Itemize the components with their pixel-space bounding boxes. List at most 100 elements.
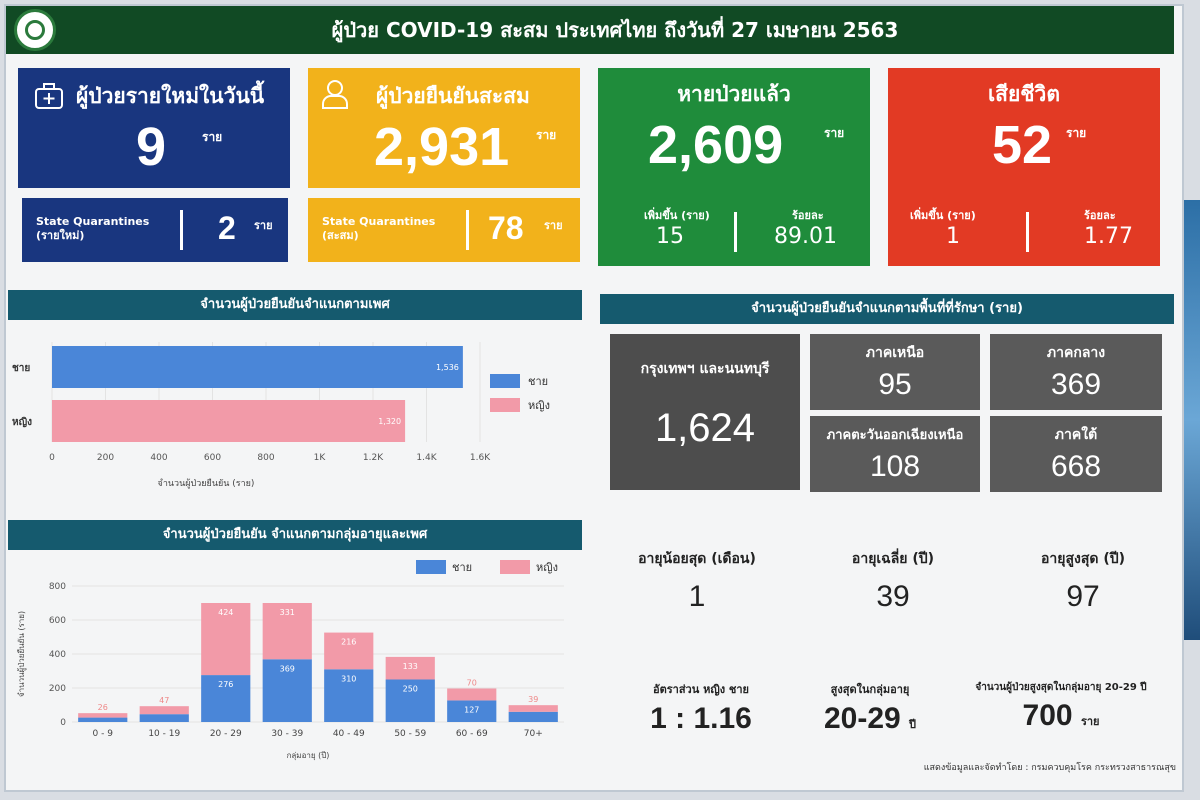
gender-bar-chart: 0 200 400 600 800 1K 1.2K 1.4K 1.6K ชาย 1,536 หญิง 1… (12, 342, 550, 489)
x-tick-label: 600 (204, 453, 221, 463)
top-group-stat: สูงสุดในกลุ่มอายุ 20-29 ปี (800, 680, 940, 736)
region-bangkok-label: กรุงเทพฯ และนนทบุรี (640, 361, 770, 377)
bar-segment (139, 706, 189, 715)
new-cases-value: 9 (136, 117, 167, 177)
recovered-label: หายป่วยแล้ว (677, 82, 791, 106)
legend-label: ชาย (528, 375, 548, 388)
deaths-pct-value: 1.77 (1084, 224, 1133, 249)
x-tick-label: 800 (257, 453, 274, 463)
recovered-pct-label: ร้อยละ (792, 209, 824, 222)
deaths-value: 52 (992, 115, 1053, 175)
bar-segment (385, 679, 435, 722)
bar-segment (508, 705, 558, 712)
confirmed-value: 2,931 (374, 117, 510, 177)
top-group-value: 20-29 (823, 702, 901, 735)
y-tick-label: 0 (60, 718, 66, 728)
category-label: หญิง (12, 416, 32, 428)
region-south-value: 668 (1050, 450, 1102, 483)
bar-segment (447, 688, 497, 701)
region-bangkok-value: 1,624 (654, 406, 756, 450)
region-central-value: 369 (1050, 368, 1102, 401)
confirmed-label: ผู้ป่วยยืนยันสะสม (376, 84, 530, 108)
deaths-label: เสียชีวิต (988, 82, 1060, 106)
top-count-value: 700 (1022, 699, 1073, 732)
bar-segment (385, 656, 435, 680)
bar-value-label: 70 (467, 679, 477, 688)
bar-value-label: 47 (159, 696, 169, 705)
region-north-label: ภาคเหนือ (865, 345, 925, 361)
ratio-label: อัตราส่วน หญิง ชาย (653, 683, 749, 696)
top-group-label: สูงสุดในกลุ่มอายุ (830, 683, 910, 696)
bar-segment (447, 700, 497, 722)
region-north: ภาคเหนือ 95 (810, 334, 980, 410)
x-tick-label: 1K (314, 453, 327, 463)
bar-value-label: 39 (528, 695, 538, 704)
region-central-label: ภาคกลาง (1046, 345, 1106, 361)
bar-segment (324, 632, 374, 670)
new-sq-label: State Quarantines (รายใหม่) (36, 215, 150, 242)
new-cases-label: ผู้ป่วยรายใหม่ในวันนี้ (76, 84, 265, 108)
bar (52, 346, 463, 388)
new-sq-value: 2 (218, 210, 236, 246)
category-label: 20 - 29 (210, 729, 242, 739)
region-section-title: จำนวนผู้ป่วยยืนยันจำแนกตามพื้นที่ที่รักษ… (600, 294, 1174, 324)
bar-value-label: 216 (341, 638, 356, 647)
divider (466, 210, 469, 250)
deaths-card: เสียชีวิต 52 ราย เพิ่มขึ้น (ราย) 1 ร้อยล… (888, 68, 1160, 266)
top-group-unit: ปี (909, 719, 917, 731)
bar-segment (201, 603, 251, 676)
value-label: 1,536 (436, 363, 459, 372)
value-label: 1,320 (378, 417, 401, 426)
age-min-value: 1 (688, 580, 706, 613)
x-tick-label: 400 (150, 453, 167, 463)
legend-swatch (500, 560, 530, 574)
divider (734, 212, 737, 252)
bar-segment (78, 717, 128, 722)
age-max-label: อายุสูงสุด (ปี) (1040, 551, 1126, 567)
legend-swatch (416, 560, 446, 574)
first-aid-kit-icon (35, 83, 63, 109)
category-label: ชาย (12, 363, 30, 374)
new-cases-card: ผู้ป่วยรายใหม่ในวันนี้ 9 ราย (18, 68, 290, 188)
gender-section-title: จำนวนผู้ป่วยยืนยันจำแนกตามเพศ (8, 290, 582, 320)
confirmed-sq-unit: ราย (544, 219, 563, 232)
bar-segment (324, 669, 374, 722)
bar-segment (262, 659, 312, 722)
x-tick-label: 1.2K (363, 453, 384, 463)
category-label: 60 - 69 (456, 729, 488, 739)
confirmed-sq-label: State Quarantines (สะสม) (322, 215, 436, 242)
bar-value-label: 331 (280, 608, 295, 617)
x-tick-label: 200 (97, 453, 114, 463)
legend-label: หญิง (528, 399, 550, 412)
x-axis-label: จำนวนผู้ป่วยยืนยัน (ราย) (158, 478, 255, 489)
deaths-pct-label: ร้อยละ (1084, 209, 1116, 222)
age-max-stat: อายุสูงสุด (ปี) 97 (998, 548, 1168, 614)
bar-value-label: 276 (218, 680, 233, 689)
region-northeast: ภาคตะวันออกเฉียงเหนือ 108 (810, 416, 980, 492)
legend-swatch (490, 398, 520, 412)
confirmed-card: ผู้ป่วยยืนยันสะสม 2,931 ราย (308, 68, 580, 188)
age-stacked-bar-chart: 0 200 400 600 800 จำนวนผู้ป่วยยืนยัน (ราย) 26 0… (17, 560, 564, 760)
age-max-value: 97 (1066, 580, 1100, 613)
top-count-stat: จำนวนผู้ป่วยสูงสุดในกลุ่มอายุ 20-29 ปี 7… (946, 680, 1176, 733)
bar-value-label: 250 (403, 685, 418, 694)
region-north-value: 95 (878, 368, 912, 401)
background-stripe (1184, 200, 1200, 640)
legend-swatch (490, 374, 520, 388)
x-tick-label: 1.4K (416, 453, 437, 463)
page-title: ผู้ป่วย COVID-19 สะสม ประเทศไทย ถึงวันที… (331, 18, 899, 42)
region-south-label: ภาคใต้ (1054, 427, 1098, 443)
x-tick-label: 0 (49, 453, 55, 463)
deaths-unit: ราย (1066, 126, 1087, 140)
y-tick-label: 400 (49, 650, 66, 660)
category-label: 0 - 9 (93, 729, 114, 739)
deaths-inc-value: 1 (946, 224, 960, 249)
recovered-value: 2,609 (648, 115, 784, 175)
age-avg-stat: อายุเฉลี่ย (ปี) 39 (808, 548, 978, 614)
region-northeast-value: 108 (869, 450, 921, 483)
category-label: 30 - 39 (271, 729, 303, 739)
legend-label: หญิง (536, 561, 558, 574)
y-axis-label: จำนวนผู้ป่วยยืนยัน (ราย) (17, 611, 27, 697)
new-sq-card: State Quarantines (รายใหม่) 2 ราย (22, 198, 288, 262)
bar-segment (508, 711, 558, 722)
